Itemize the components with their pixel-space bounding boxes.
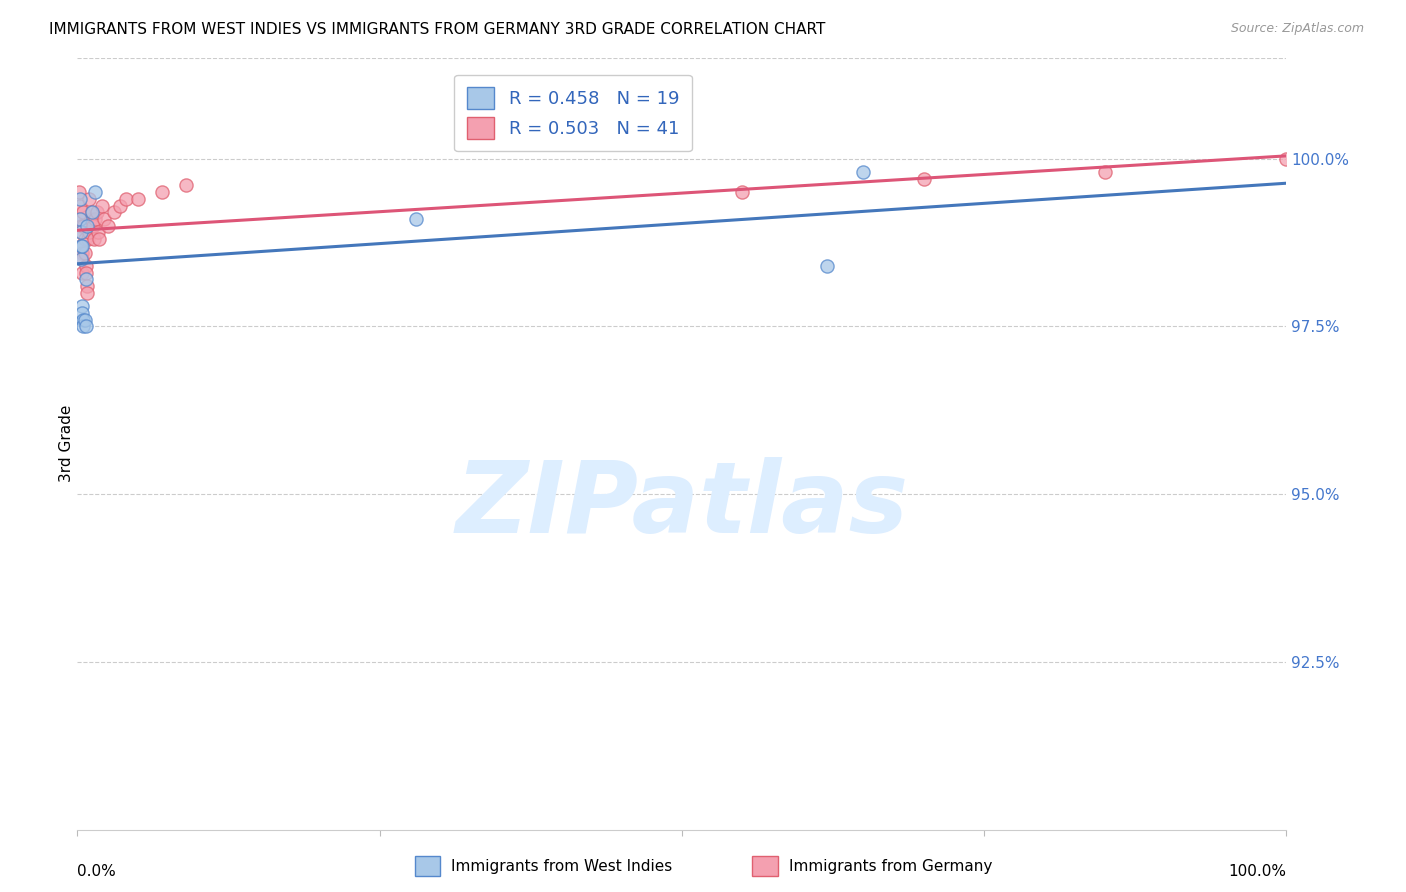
Point [174,178,197,193]
Text: 100.0%: 100.0% [1229,864,1286,880]
Point [73,245,96,260]
Point [70,226,93,240]
Point [79,226,101,240]
Point [72,312,94,326]
Point [731,185,754,199]
Point [73,232,96,246]
Point [79,212,101,227]
Point [72,319,94,334]
Point [76,219,98,233]
Point [84,185,107,199]
Point [69,212,91,227]
Point [75,272,97,286]
Point [70,226,93,240]
Point [79,192,101,206]
Point [70,266,93,280]
Text: 0.0%: 0.0% [77,864,117,880]
Point [108,198,131,212]
Point [912,171,935,186]
Point [70,252,93,267]
Point [127,192,149,206]
Point [86,205,108,219]
Point [69,212,91,227]
Point [93,212,115,227]
Text: IMMIGRANTS FROM WEST INDIES VS IMMIGRANTS FROM GERMANY 3RD GRADE CORRELATION CHA: IMMIGRANTS FROM WEST INDIES VS IMMIGRANT… [49,22,825,37]
Point [72,219,94,233]
Legend: R = 0.458   N = 19, R = 0.503   N = 41: R = 0.458 N = 19, R = 0.503 N = 41 [454,75,692,152]
Point [75,266,97,280]
Point [80,205,103,219]
Point [76,285,98,300]
Point [75,319,97,334]
Point [76,279,98,293]
Point [70,219,93,233]
Point [1094,165,1116,179]
Point [70,299,93,313]
Point [96,219,118,233]
Point [72,205,94,219]
Point [83,232,105,246]
Point [73,312,96,326]
Point [75,259,97,273]
Point [103,205,125,219]
Point [405,212,427,227]
Point [84,212,107,227]
Text: Immigrants from Germany: Immigrants from Germany [789,859,993,873]
Point [815,259,838,273]
Point [70,252,93,267]
Point [70,239,93,253]
Point [70,245,93,260]
Point [77,232,100,246]
Point [80,205,103,219]
Point [87,232,110,246]
Point [70,239,93,253]
Text: Immigrants from West Indies: Immigrants from West Indies [451,859,672,873]
Y-axis label: 3rd Grade: 3rd Grade [59,405,73,483]
Point [82,219,104,233]
Point [90,198,112,212]
Text: ZIPatlas: ZIPatlas [456,457,908,554]
Point [69,198,91,212]
Point [1275,152,1298,166]
Point [70,306,93,320]
Point [67,185,90,199]
Point [87,226,110,240]
Point [114,192,136,206]
Point [852,165,875,179]
Point [150,185,173,199]
Point [70,239,93,253]
Text: Source: ZipAtlas.com: Source: ZipAtlas.com [1230,22,1364,36]
Point [69,192,91,206]
